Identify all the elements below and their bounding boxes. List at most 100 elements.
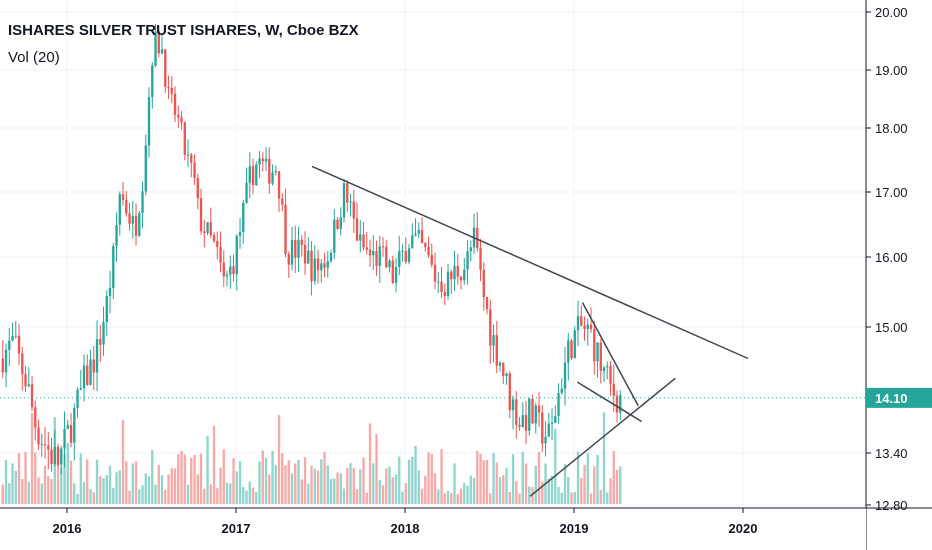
candle-body	[580, 316, 583, 326]
candle-body	[255, 164, 258, 186]
time-axis[interactable]: 2016 2017 2018 2019 2020	[0, 507, 932, 550]
candle-body	[446, 271, 450, 297]
candle-body	[320, 263, 323, 271]
candle-body	[199, 198, 203, 232]
volume-bar	[404, 483, 407, 504]
candle-body	[505, 373, 508, 377]
volume-bar	[508, 491, 511, 504]
candle-body	[570, 340, 573, 359]
candle-body	[277, 171, 281, 199]
volume-bar	[427, 452, 430, 504]
candle-body	[128, 213, 131, 224]
volume-bar	[368, 423, 372, 504]
candle-body	[310, 250, 313, 282]
symbol-title[interactable]: ISHARES SILVER TRUST ISHARES, W, Cboe BZ…	[8, 22, 359, 39]
price-candles	[1, 24, 622, 475]
candle-body	[489, 309, 492, 346]
volume-bar	[476, 450, 479, 504]
candle-body	[268, 158, 271, 184]
volume-bar	[66, 442, 69, 504]
candle-body	[242, 202, 245, 233]
volume-bar	[30, 413, 34, 504]
volume-bar	[346, 467, 349, 504]
trendline[interactable]	[581, 302, 639, 407]
price-tick-label: 12.80	[875, 498, 908, 513]
trendline[interactable]	[311, 165, 749, 360]
candle-body	[238, 232, 242, 236]
candle-body	[404, 250, 407, 262]
volume-bar	[430, 453, 433, 504]
candle-body	[173, 93, 177, 115]
price-tick-label: 18.00	[875, 121, 908, 136]
volume-bar	[173, 468, 177, 504]
volume-bar	[47, 476, 50, 504]
volume-bar	[212, 425, 216, 504]
volume-bar	[563, 463, 567, 504]
candle-body	[420, 230, 424, 244]
volume-bar	[144, 473, 147, 504]
volume-bar	[547, 478, 550, 504]
candle-body	[154, 31, 157, 66]
candle-body	[463, 269, 466, 281]
candle-body	[229, 266, 232, 275]
candle-body	[183, 122, 186, 155]
candle-body	[186, 154, 190, 156]
candle-body	[245, 182, 248, 203]
volume-bar	[433, 473, 437, 504]
volume-bar	[446, 490, 450, 504]
volume-bar	[407, 459, 411, 504]
candle-body	[17, 335, 21, 354]
volume-bar	[242, 487, 245, 504]
volume-bar	[576, 451, 580, 504]
candle-body	[27, 384, 30, 387]
volume-bar	[268, 474, 271, 504]
volume-bar	[583, 465, 586, 504]
candle-body	[414, 233, 417, 236]
volume-bar	[4, 460, 8, 504]
volume-bar	[372, 463, 375, 504]
volume-bar	[498, 477, 502, 504]
trendlines[interactable]	[311, 165, 749, 497]
volume-bar	[199, 453, 203, 504]
candle-body	[544, 436, 547, 444]
trendline[interactable]	[576, 381, 642, 423]
volume-indicator-label[interactable]: Vol (20)	[8, 49, 60, 66]
candle-body	[82, 365, 86, 389]
candle-body	[482, 269, 485, 298]
candle-body	[248, 166, 251, 183]
volume-bar	[203, 488, 206, 504]
volume-bar	[76, 493, 79, 504]
candle-body	[417, 230, 420, 234]
price-axis[interactable]: 20.00 19.00 18.00 17.00 16.00 15.00 13.40 12.80	[865, 0, 932, 550]
volume-bar	[294, 463, 297, 504]
candle-body	[89, 359, 92, 385]
time-tick-label: 2017	[222, 521, 251, 536]
volume-bar	[21, 479, 24, 504]
candle-body	[329, 252, 333, 262]
candle-body	[24, 374, 27, 387]
candle-body	[502, 362, 505, 377]
volume-bar	[580, 477, 583, 504]
candle-body	[524, 415, 528, 431]
trendline[interactable]	[529, 377, 676, 497]
volume-bar	[482, 460, 485, 504]
candle-body	[212, 235, 216, 242]
candle-body	[518, 424, 521, 428]
candle-body	[521, 415, 524, 428]
candle-body	[258, 158, 261, 165]
candle-body	[602, 367, 606, 371]
volume-bar	[398, 456, 401, 504]
candle-body	[469, 247, 472, 252]
volume-bar	[612, 450, 615, 504]
candle-body	[102, 322, 105, 345]
volume-bar	[329, 478, 333, 504]
candle-body	[550, 422, 554, 424]
volume-bar	[56, 449, 60, 504]
candle-body	[476, 227, 479, 249]
volume-bar	[216, 488, 219, 504]
candle-body	[339, 217, 342, 229]
candle-body	[73, 407, 76, 443]
chart-grid	[0, 0, 866, 508]
volume-bar	[209, 484, 212, 504]
